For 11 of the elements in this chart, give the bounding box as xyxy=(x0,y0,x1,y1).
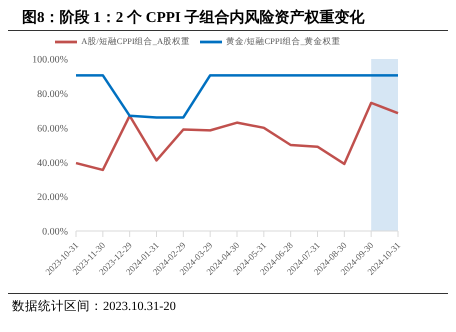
legend-label: 黄金/短融CPPI组合_黄金权重 xyxy=(226,36,341,46)
y-tick-label: 80.00% xyxy=(37,88,68,100)
y-tick-label: 40.00% xyxy=(37,158,68,169)
line-series xyxy=(74,102,400,172)
y-tick-label: 20.00% xyxy=(37,192,68,204)
chart-title: 图8：阶段 1：2 个 CPPI 子组合内风险资产权重变化 xyxy=(8,8,448,31)
y-tick-label: 0.00% xyxy=(42,226,68,238)
y-tick-label: 60.00% xyxy=(37,123,68,134)
text: 数据统计区间：2023.10.31-20 xyxy=(12,299,176,313)
legend-label: A股/短融CPPI组合_A股权重 xyxy=(81,36,190,46)
y-tick-label: 100.00% xyxy=(32,54,68,66)
